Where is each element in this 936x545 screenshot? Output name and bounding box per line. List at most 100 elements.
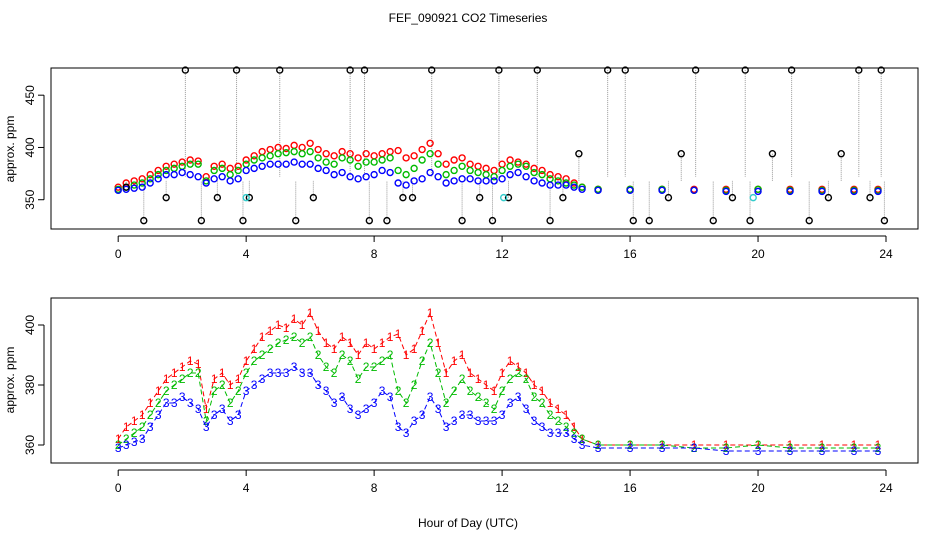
series-1-point [418,145,426,154]
series-2-point [194,160,202,168]
series-2-point [498,166,506,175]
series-1-point: 1 [427,306,434,320]
series-3-point: 3 [523,402,530,416]
series-3-point: 3 [395,420,402,434]
series-1-point: 1 [819,438,826,452]
series-2-point: 2 [171,378,178,392]
series-1-point [138,175,146,183]
panel-top: approx. ppm 0 4 8 12 16 20 24 350 400 450 [3,66,919,261]
series-3-point [538,179,546,187]
series-outliers-point [495,66,503,74]
series-1-point: 1 [363,336,370,350]
series-1-point: 1 [379,336,386,350]
series-2-point: 2 [355,372,362,386]
series-1-point: 1 [219,366,226,380]
series-2-point: 2 [259,348,266,362]
series-2-point [138,179,146,187]
series-2-point [490,173,498,181]
series-3-point: 3 [819,444,826,458]
series-3-point [386,168,394,177]
series-3-point [354,175,362,183]
series-2-point [210,166,218,175]
series-3-point: 3 [347,402,354,416]
series-3-point: 3 [235,408,242,422]
series-3-point [594,186,602,195]
series-1-point: 1 [179,360,186,374]
series-3-point: 3 [211,408,218,422]
series-1-point: 1 [571,420,578,434]
series-outliers-point [428,66,436,74]
series-3-point [514,168,522,177]
series-outliers-point [645,216,653,225]
series-3-point: 3 [291,360,298,374]
series-3-point [658,186,666,195]
series-3-point: 3 [179,390,186,404]
series-1-point [474,162,482,170]
series-3-point: 3 [443,420,450,434]
series-1-point [394,146,402,155]
x-tick-label: 0 [115,481,122,495]
series-3-point [722,187,730,196]
series-1-point: 1 [539,384,546,398]
series-1-point [290,141,298,150]
series-3-point [298,160,306,168]
series-2-point: 2 [787,441,794,455]
series-3-point [202,179,210,187]
series-1-point [426,139,434,147]
series-2-point [218,164,226,173]
series-3-point: 3 [339,390,346,404]
series-1-point: 1 [203,402,210,416]
series-3-point [282,160,290,168]
series-2-point: 2 [627,438,634,452]
axes-top: 0 4 8 12 16 20 24 350 400 450 [23,85,893,261]
series-2-point: 2 [475,390,482,404]
series-2-point: 2 [323,360,330,374]
series-outliers-point [408,193,417,202]
series-1-point: 1 [491,384,498,398]
series-2-point: 2 [227,396,234,410]
series-3-point: 3 [499,408,506,422]
series-2-point: 2 [339,348,346,362]
chart-title: FEF_090921 CO2 Timeseries [389,11,548,25]
series-2-point [434,160,442,168]
series-1-point: 1 [387,330,394,344]
series-1-point: 1 [283,321,290,335]
series-3-point: 3 [371,396,378,410]
series-2-point [266,152,274,160]
series-1-point: 1 [323,336,330,350]
series-3-point [482,177,490,185]
series-2-point: 2 [219,378,226,392]
y-axis-label-bottom: approx. ppm [3,347,17,414]
series-3-point [234,175,242,183]
series-1-point [442,160,450,168]
series-3-point: 3 [787,444,794,458]
series-1-point [434,150,442,158]
series-2-point [450,166,458,175]
series-2-point [554,177,562,185]
series-2-point: 2 [507,372,514,386]
series-outliers-point [741,66,749,74]
series-1-point: 1 [155,384,162,398]
series-3-point: 3 [451,414,458,428]
series-1-point [210,162,218,170]
series-1-point [530,164,538,173]
series-2-point [482,170,490,179]
series-1-point [554,173,562,181]
series-3-point [506,170,514,179]
series-3-point: 3 [259,372,266,386]
series-2-point [322,158,330,166]
series-1-point: 1 [339,330,346,344]
series-2-point [290,147,298,156]
series-1-point: 1 [331,342,338,356]
series-3-point [370,170,378,179]
series-1-point: 1 [403,348,410,362]
series-2-point [514,160,522,168]
series-1-point [458,154,466,162]
series-2-point [474,168,482,177]
series-outliers-point [664,193,673,202]
series-1-point [194,157,202,165]
series-3-point: 3 [251,378,258,392]
series-3-point [554,181,562,189]
